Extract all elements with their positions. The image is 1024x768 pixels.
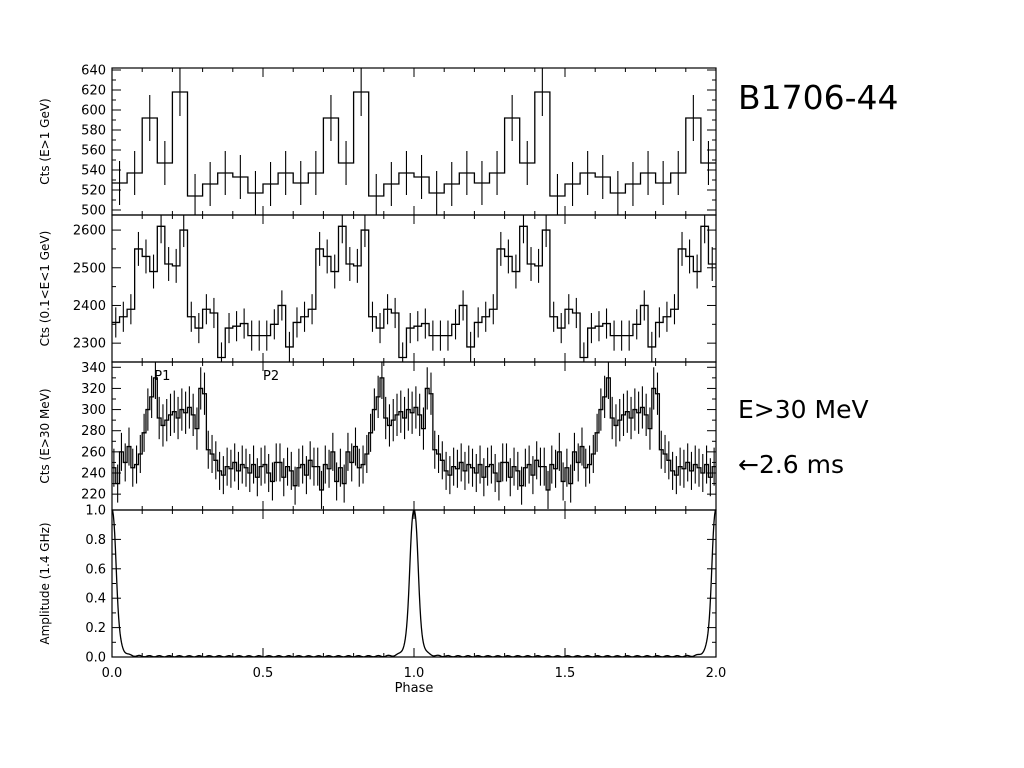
panel-3-frame <box>111 361 717 511</box>
y-tick-label: 2300 <box>73 337 106 352</box>
y-tick-label: 2500 <box>73 261 106 276</box>
y-axis-label: Cts (E>1 GeV) <box>38 98 52 185</box>
y-tick-label: 0.4 <box>85 592 106 607</box>
peak-label: P2 <box>263 369 279 384</box>
x-tick-label: 0.5 <box>253 666 274 681</box>
y-tick-label: 2400 <box>73 299 106 314</box>
amplitude-line <box>111 509 717 658</box>
x-tick-label: 0.0 <box>102 666 123 681</box>
y-axis-label: Amplitude (1.4 GHz) <box>38 522 52 644</box>
y-tick-label: 300 <box>81 403 106 418</box>
y-tick-label: 220 <box>81 488 106 503</box>
chart-title: B1706-44 <box>738 78 899 117</box>
y-tick-label: 500 <box>81 204 106 219</box>
y-tick-label: 0.6 <box>85 562 106 577</box>
y-tick-label: 260 <box>81 445 106 460</box>
y-tick-label: 340 <box>81 361 106 376</box>
histogram-line <box>112 225 716 359</box>
energy-annotation: E>30 MeV <box>738 395 869 424</box>
pulse-width-annotation: ←2.6 ms <box>738 450 845 479</box>
y-tick-label: 0.2 <box>85 621 106 636</box>
y-tick-label: 240 <box>81 467 106 482</box>
y-tick-label: 540 <box>81 164 106 179</box>
y-tick-label: 2600 <box>73 224 106 239</box>
x-tick-label: 1.0 <box>404 666 425 681</box>
panel-2-frame <box>111 214 717 363</box>
x-tick-label: 1.5 <box>555 666 576 681</box>
x-axis-label: Phase <box>395 681 434 696</box>
y-axis-label: Cts (E>30 MeV) <box>38 388 52 483</box>
y-tick-label: 520 <box>81 184 106 199</box>
y-tick-label: 640 <box>81 64 106 79</box>
y-tick-label: 620 <box>81 84 106 99</box>
y-tick-label: 320 <box>81 382 106 397</box>
y-tick-label: 280 <box>81 424 106 439</box>
x-tick-label: 2.0 <box>706 666 727 681</box>
histogram-line <box>112 377 716 491</box>
y-tick-label: 1.0 <box>85 504 106 519</box>
y-tick-label: 600 <box>81 104 106 119</box>
histogram-line <box>112 91 716 197</box>
panel-4-frame <box>111 509 717 658</box>
y-tick-label: 580 <box>81 124 106 139</box>
peak-label: P1 <box>154 369 170 384</box>
y-tick-label: 0.8 <box>85 533 106 548</box>
y-tick-label: 0.0 <box>85 651 106 666</box>
y-axis-label: Cts (0.1<E<1 GeV) <box>38 231 52 347</box>
y-tick-label: 560 <box>81 144 106 159</box>
